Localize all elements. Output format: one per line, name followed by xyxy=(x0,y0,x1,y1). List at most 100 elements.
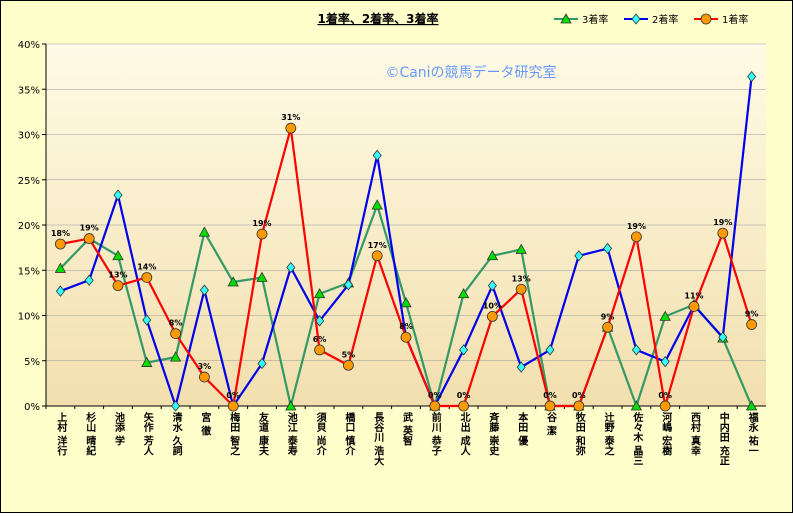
x-tick-label: 本田 優 xyxy=(516,411,529,446)
data-label: 31% xyxy=(281,113,300,122)
data-point xyxy=(688,301,700,312)
x-tick-label: 友道 康夫 xyxy=(257,411,270,456)
x-tick-label: 長谷川 浩大 xyxy=(372,412,385,466)
data-point xyxy=(745,400,758,411)
data-point xyxy=(55,238,66,250)
x-tick-label: 上村 洋行 xyxy=(55,411,68,456)
data-point xyxy=(516,361,526,373)
data-point xyxy=(171,400,181,412)
x-tick-label: 斉藤 崇史 xyxy=(487,411,499,456)
x-tick-label: 矢作 芳人 xyxy=(141,411,153,456)
data-point xyxy=(285,122,297,134)
data-point xyxy=(400,297,412,308)
y-tick-label: 40% xyxy=(18,40,40,51)
y-tick-label: 10% xyxy=(18,312,40,323)
x-tick-label: 橋口 慎介 xyxy=(343,411,356,456)
data-point xyxy=(602,321,613,333)
data-point xyxy=(256,228,268,240)
data-label: 0% xyxy=(226,391,240,400)
plot-area: 0% 5% 10% 15% 20% 25% 30% 35% 40% 上村 洋行 杉山 晴紀 池添 学 矢… xyxy=(18,40,766,466)
data-point xyxy=(515,283,527,295)
data-label: 19% xyxy=(713,218,732,227)
data-label: 0% xyxy=(658,391,672,400)
data-point xyxy=(457,287,470,299)
data-label: 10% xyxy=(483,301,502,310)
data-point xyxy=(631,344,641,356)
data-label: 19% xyxy=(252,219,271,228)
y-tick-label: 0% xyxy=(24,402,40,413)
data-point xyxy=(545,344,555,356)
data-label: 5% xyxy=(342,350,356,359)
data-point xyxy=(574,250,584,262)
x-tick-label: 池添 学 xyxy=(113,411,125,446)
data-label: 6% xyxy=(313,335,327,344)
data-point xyxy=(371,250,383,262)
data-label: 19% xyxy=(80,224,99,233)
data-label: 8% xyxy=(399,322,413,331)
x-tick-label: 福永 祐一 xyxy=(746,411,759,456)
data-point xyxy=(112,249,124,261)
x-tick-label: 河嶋 宏樹 xyxy=(660,412,672,456)
data-point xyxy=(198,226,211,237)
data-point xyxy=(54,262,67,273)
y-tick-label: 15% xyxy=(18,266,40,277)
data-label: 18% xyxy=(51,229,70,238)
data-point xyxy=(544,400,556,412)
series-3: 18% 19% 13% 14% 8% 3% 0% 19% 31% 6% 5% 17% 8% 0% 0% 10%… xyxy=(51,113,759,412)
y-tick-label: 25% xyxy=(18,176,40,187)
legend-marker xyxy=(560,13,572,24)
data-point xyxy=(313,287,326,299)
legend-label: 1着率 xyxy=(722,13,748,26)
data-point xyxy=(141,272,153,283)
data-point xyxy=(285,400,297,411)
y-tick-label: 20% xyxy=(18,221,40,232)
data-point xyxy=(142,314,152,326)
data-point xyxy=(314,344,326,356)
data-label: 9% xyxy=(745,310,759,319)
x-tick-label: 梅田 智之 xyxy=(228,411,240,456)
data-label: 19% xyxy=(627,222,646,231)
x-tick-label: 牧田 和弥 xyxy=(573,411,586,456)
data-point xyxy=(717,227,729,239)
data-point xyxy=(256,271,268,282)
data-point xyxy=(747,70,757,83)
data-point xyxy=(286,261,296,274)
data-point xyxy=(84,274,94,286)
data-point xyxy=(83,233,95,244)
data-point xyxy=(459,344,469,356)
legend-marker xyxy=(631,13,641,25)
data-point xyxy=(227,400,239,412)
y-tick-label: 35% xyxy=(18,85,40,96)
data-point xyxy=(315,315,325,327)
data-point xyxy=(660,356,670,368)
data-point xyxy=(170,328,182,340)
data-label: 14% xyxy=(137,262,156,271)
data-point xyxy=(630,400,643,411)
x-tick-label: 杉山 晴紀 xyxy=(84,411,96,456)
data-point xyxy=(718,331,728,343)
data-label: 0% xyxy=(457,391,471,400)
data-label: 13% xyxy=(108,271,127,280)
data-point xyxy=(515,243,527,254)
data-label: 3% xyxy=(198,362,212,371)
data-point xyxy=(141,356,153,367)
data-label: 17% xyxy=(368,241,387,250)
watermark-text: ©Caniの競馬データ研究室 xyxy=(385,64,556,81)
data-point xyxy=(487,279,497,292)
x-tick-label: 前川 恭子 xyxy=(429,411,442,456)
data-label: 13% xyxy=(512,274,531,283)
data-label: 9% xyxy=(601,312,615,321)
data-label: 0% xyxy=(572,391,586,400)
chart-title: 1着率、2着率、3着率 xyxy=(317,11,438,26)
data-point xyxy=(458,400,470,412)
legend: 3着率 2着率 1着率 xyxy=(554,13,748,26)
data-point xyxy=(112,280,124,292)
y-tick-label: 5% xyxy=(24,357,40,368)
x-tick-label: 佐々木 晶三 xyxy=(631,411,644,466)
data-point xyxy=(169,351,182,362)
data-point xyxy=(257,357,267,370)
data-point xyxy=(372,149,382,161)
data-point xyxy=(343,279,353,291)
